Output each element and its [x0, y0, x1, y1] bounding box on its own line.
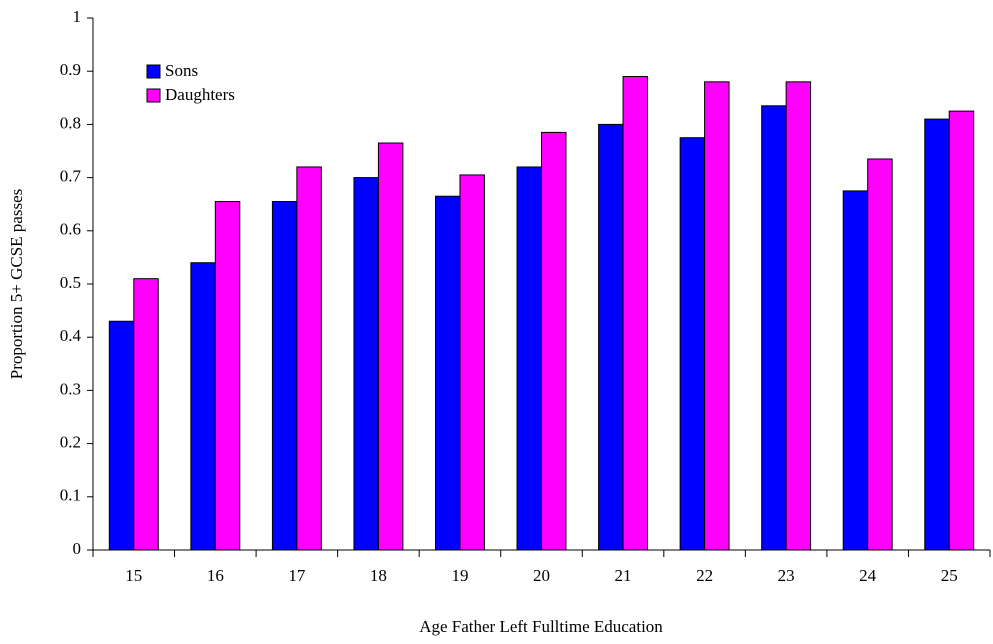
x-tick-label: 24 [859, 566, 877, 585]
bar [541, 131, 567, 551]
bar [867, 158, 893, 551]
x-tick-label: 17 [288, 566, 306, 585]
legend-label: Daughters [165, 85, 235, 104]
y-tick-label: 0.7 [60, 167, 82, 186]
bar [108, 320, 135, 551]
bar [214, 201, 241, 551]
bar [622, 76, 649, 551]
y-tick-label: 0.8 [60, 113, 81, 132]
bar [459, 174, 485, 551]
bar [190, 262, 216, 551]
y-tick-label: 0.4 [60, 326, 82, 345]
y-axis-title: Proportion 5+ GCSE passes [7, 189, 26, 379]
x-tick-label: 25 [941, 566, 958, 585]
bar [296, 166, 322, 551]
y-tick-label: 0.6 [60, 220, 81, 239]
x-tick-label: 15 [125, 566, 142, 585]
bar [842, 190, 869, 551]
bar [785, 81, 812, 551]
legend-swatch [146, 64, 161, 79]
x-tick-label: 20 [533, 566, 550, 585]
y-tick-label: 0.5 [60, 273, 81, 292]
bar [704, 81, 730, 551]
bar [353, 177, 379, 551]
y-tick-label: 1 [73, 7, 82, 26]
bar [598, 123, 624, 551]
y-tick-label: 0.9 [60, 60, 81, 79]
bar [133, 278, 159, 551]
y-tick-label: 0.1 [60, 486, 81, 505]
bar [377, 142, 404, 551]
legend-label: Sons [165, 61, 198, 80]
bar [924, 118, 950, 551]
x-axis-title: Age Father Left Fulltime Education [419, 617, 663, 636]
bar [271, 201, 298, 551]
bar [679, 137, 706, 551]
y-tick-label: 0.2 [60, 433, 81, 452]
x-tick-label: 18 [370, 566, 387, 585]
legend-swatch [146, 88, 161, 103]
bar [434, 195, 461, 551]
bar [761, 105, 787, 551]
y-tick-label: 0 [73, 539, 82, 558]
x-tick-label: 22 [696, 566, 713, 585]
x-tick-label: 23 [778, 566, 795, 585]
bar [516, 166, 543, 551]
x-tick-label: 21 [615, 566, 632, 585]
bar [948, 110, 975, 551]
x-tick-label: 16 [207, 566, 224, 585]
x-tick-label: 19 [451, 566, 468, 585]
y-tick-label: 0.3 [60, 379, 81, 398]
